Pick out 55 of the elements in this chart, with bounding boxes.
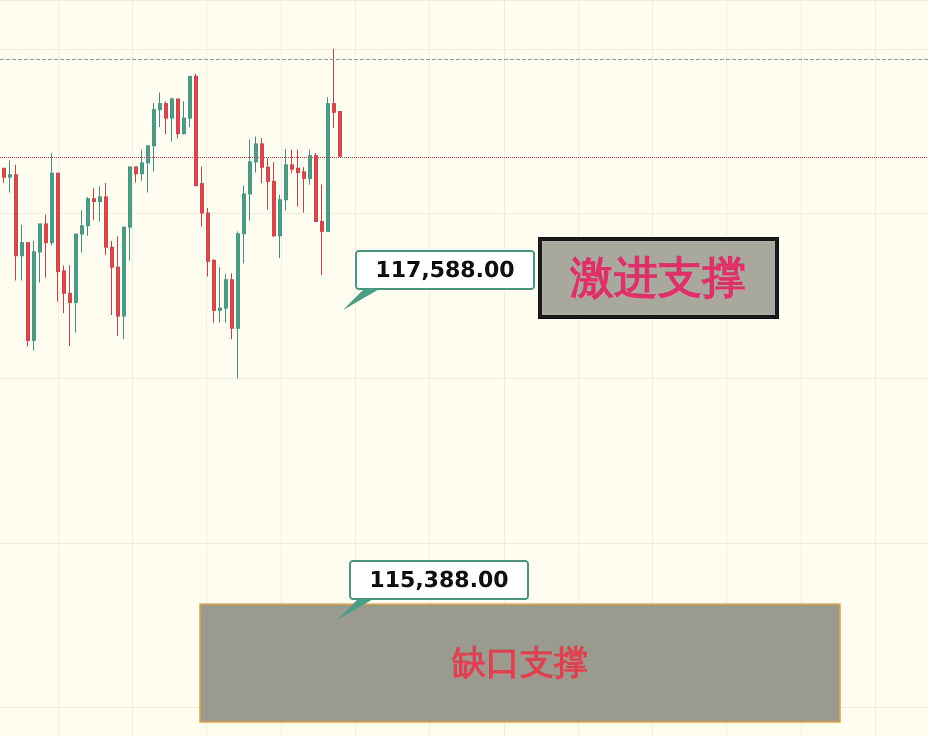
candlestick <box>188 76 192 128</box>
candlestick <box>152 102 156 172</box>
candlestick <box>140 149 144 182</box>
candlestick <box>50 152 54 246</box>
candlestick <box>176 98 180 139</box>
candlestick <box>284 148 288 211</box>
text: 激进支撑 <box>569 252 746 304</box>
candlestick <box>56 172 60 302</box>
candlestick <box>32 240 36 352</box>
candlestick <box>212 258 216 324</box>
candlestick <box>134 166 138 183</box>
candlestick <box>248 139 252 222</box>
candlestick <box>26 242 30 347</box>
candlestick <box>278 194 282 259</box>
candlestick <box>20 224 24 281</box>
candlestick <box>68 264 72 346</box>
candlestick <box>224 273 228 324</box>
candlestick <box>62 264 66 314</box>
text: 115,388.00 <box>349 560 529 600</box>
candlestick <box>266 157 270 210</box>
candlestick <box>218 266 222 324</box>
candlestick <box>98 186 102 222</box>
candlestick <box>242 185 246 264</box>
band-label: 缺口支撑 <box>451 643 588 684</box>
candlestick <box>104 182 108 256</box>
candlestick <box>74 234 78 333</box>
candlestick <box>122 226 126 340</box>
candlestick <box>206 208 210 278</box>
candlestick <box>158 92 162 128</box>
candlestick <box>170 96 174 142</box>
candlestick <box>86 196 90 236</box>
candlestick <box>44 214 48 278</box>
candlestick <box>80 210 84 253</box>
candlestick <box>2 168 6 184</box>
candlestick <box>92 188 96 220</box>
candlestick <box>146 145 150 194</box>
candlestick <box>110 240 114 316</box>
candlestick <box>332 48 336 129</box>
candlestick <box>164 100 168 134</box>
candlestick <box>254 136 258 173</box>
candlestick <box>272 162 276 238</box>
candlestick <box>128 166 132 261</box>
candlestick <box>14 164 18 281</box>
candlestick <box>116 236 120 336</box>
candlestick <box>38 223 42 283</box>
candlestick <box>182 100 186 136</box>
candlestick <box>326 96 330 232</box>
candlestick <box>236 230 240 379</box>
text: 117,588.00 <box>355 250 535 290</box>
candlestick <box>308 149 312 186</box>
candlestick <box>302 166 306 214</box>
candlestick <box>230 272 234 340</box>
candlestick <box>320 184 324 276</box>
candlestick <box>200 166 204 227</box>
candlestick <box>8 160 12 194</box>
